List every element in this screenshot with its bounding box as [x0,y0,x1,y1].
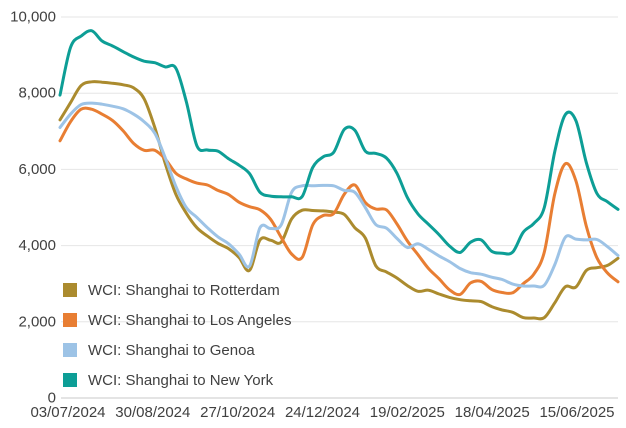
legend-label-rotterdam: WCI: Shanghai to Rotterdam [88,281,280,299]
y-tick-label: 6,000 [18,161,56,178]
legend-label-los-angeles: WCI: Shanghai to Los Angeles [88,311,292,329]
y-tick-label: 2,000 [18,313,56,330]
x-tick-label: 18/04/2025 [455,404,530,421]
legend-swatch-genoa-icon [63,343,77,357]
y-tick-label: 0 [48,390,56,407]
legend-label-genoa: WCI: Shanghai to Genoa [88,341,255,359]
legend-swatch-new-york-icon [63,373,77,387]
legend-label-new-york: WCI: Shanghai to New York [88,371,274,389]
legend-item-genoa: WCI: Shanghai to Genoa [63,335,291,365]
x-tick-label: 27/10/2024 [200,404,275,421]
legend-item-los-angeles: WCI: Shanghai to Los Angeles [63,305,291,335]
series-line-1 [58,106,620,297]
series-line-2 [58,101,620,289]
x-tick-label: 24/12/2024 [285,404,360,421]
x-tick-label: 03/07/2024 [30,404,105,421]
x-tick-label: 15/06/2025 [539,404,614,421]
legend-item-rotterdam: WCI: Shanghai to Rotterdam [63,275,291,305]
legend-item-new-york: WCI: Shanghai to New York [63,365,291,395]
y-tick-label: 8,000 [18,85,56,102]
x-tick-label: 30/08/2024 [115,404,190,421]
series-line-0 [58,80,620,321]
legend-swatch-los-angeles-icon [63,313,77,327]
y-tick-label: 10,000 [10,9,56,26]
series-line-3 [58,29,620,256]
y-tick-label: 4,000 [18,237,56,254]
chart-legend: WCI: Shanghai to Rotterdam WCI: Shanghai… [63,275,291,395]
x-tick-label: 19/02/2025 [370,404,445,421]
legend-swatch-rotterdam-icon [63,283,77,297]
